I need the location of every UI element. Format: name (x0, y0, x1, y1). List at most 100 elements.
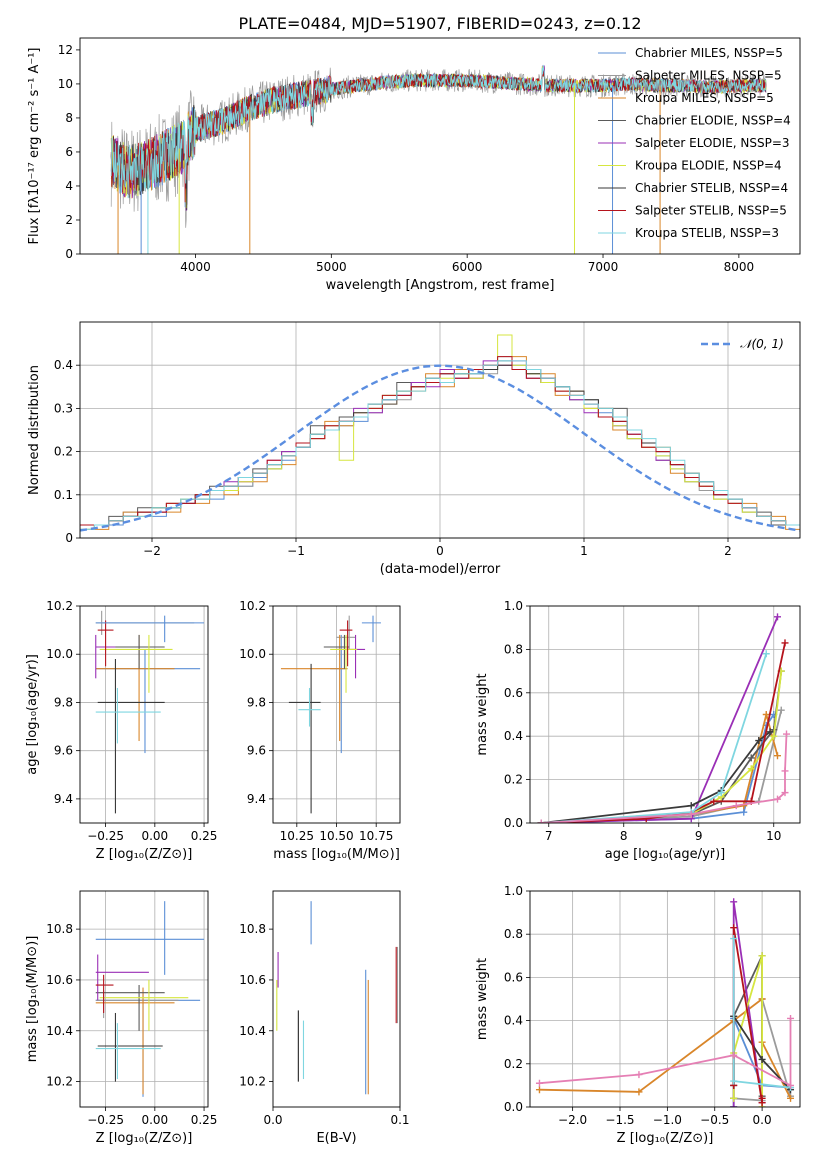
plot-frame (272, 605, 401, 824)
legend-label: Chabrier ELODIE, NSSP=4 (635, 114, 791, 128)
weight-vs-z-panel: −2.0 −1.5 −1.0 −0.5 0.0 0.0 0.2 0.4 0.6 0.8 1.0 Z [… (475, 884, 801, 1146)
legend-label: Chabrier STELIB, NSSP=4 (635, 181, 788, 195)
spectrum-series-line (110, 70, 767, 203)
legend-label: Kroupa MILES, NSSP=5 (635, 91, 774, 105)
spectrum-legend: Chabrier MILES, NSSP=5 Salpeter MILES, NS… (598, 46, 791, 240)
weight-point-marker (747, 754, 755, 762)
x-axis-label: E(B-V) (316, 1131, 356, 1146)
weight-point-marker (787, 1081, 795, 1089)
weight-point-marker (732, 802, 740, 810)
y-tick-label: 9.6 (247, 744, 266, 758)
legend-label: 𝒩(0, 1) (740, 337, 784, 351)
y-tick-label: 0 (65, 531, 73, 545)
x-tick-label: 0.0 (753, 1113, 772, 1127)
x-tick-label: −1.0 (653, 1113, 682, 1127)
x-tick-label: 0 (436, 544, 444, 558)
y-tick-label: 2 (65, 213, 73, 227)
plot-frame (79, 890, 209, 1108)
x-tick-label: −0.25 (87, 1113, 124, 1127)
weight-point-marker (774, 613, 781, 621)
y-tick-label: 0.2 (504, 773, 523, 787)
x-axis-label: wavelength [Angstrom, rest frame] (326, 278, 555, 293)
plot-frame (529, 890, 801, 1108)
x-tick-label: 2 (724, 544, 732, 558)
weight-series-line (541, 642, 786, 823)
weight-point-marker (781, 767, 789, 775)
plots-layer: 4000 5000 6000 7000 8000024681012wavelength … (25, 37, 801, 1146)
y-tick-label: 0.4 (54, 358, 73, 372)
weight-point-marker (710, 797, 718, 805)
age-vs-z-panel: −0.25 0.00 0.25 9.4 9.6 9.8 10.0 10.2 Z [log₁₀(Z… (25, 599, 217, 862)
weight-point-marker (781, 789, 789, 797)
x-tick-label: 9 (695, 829, 703, 843)
x-tick-label: 10 (766, 829, 781, 843)
y-axis-label: Flux [fλ10⁻¹⁷ erg cm⁻² s⁻¹ A⁻¹] (27, 48, 42, 245)
y-tick-label: 10 (58, 77, 73, 91)
mass-vs-z-panel: −0.25 0.00 0.25 10.2 10.4 10.6 10.8 Z [log₁₀(Z/… (25, 890, 218, 1146)
y-tick-label: 10.8 (239, 922, 266, 936)
errorbars (276, 901, 399, 1095)
y-tick-label: 10.4 (46, 1024, 73, 1038)
x-tick-label: 0.25 (191, 829, 218, 843)
weight-point-marker (747, 765, 755, 773)
weight-series-line (539, 1018, 792, 1087)
x-tick-label: 0.0 (263, 1113, 282, 1127)
weight-point-marker (777, 706, 785, 714)
weight-point-marker (730, 1051, 738, 1059)
y-tick-label: 0.4 (504, 729, 523, 743)
weight-lines (535, 898, 795, 1107)
x-axis-label: mass [log₁₀(M/M⊙)] (273, 847, 400, 862)
weight-vs-age-panel: 7 8 9 10 0.0 0.2 0.4 0.6 0.8 1.0 age [log₁₀(age/yr… (475, 599, 801, 862)
y-tick-label: 9.6 (54, 744, 73, 758)
weight-point-marker (635, 1088, 643, 1096)
x-axis-label: age [log₁₀(age/yr)] (605, 847, 726, 862)
plot-frame (79, 321, 801, 539)
y-tick-label: 10.2 (239, 599, 266, 613)
weight-point-marker (730, 1103, 738, 1107)
x-axis-label: Z [log₁₀(Z/Z⊙)] (617, 1131, 714, 1146)
mass-vs-ebv-panel: 0.0 0.1 10.2 10.4 10.6 10.8 E(B-V) (239, 890, 410, 1146)
weight-point-marker (537, 819, 545, 823)
y-axis-label: mass weight (475, 673, 490, 755)
y-tick-label: 10.8 (46, 922, 73, 936)
y-axis-label: mass [log₁₀(M/M⊙)] (25, 936, 40, 1063)
weight-point-marker (730, 1094, 738, 1102)
x-tick-label: 0.25 (191, 1113, 218, 1127)
y-tick-label: 9.4 (54, 792, 73, 806)
legend-label: Salpeter ELODIE, NSSP=3 (635, 136, 790, 150)
age-vs-mass-panel: 10.25 10.50 10.75 9.4 9.6 9.8 10.0 10.2 mass [lo… (239, 599, 401, 862)
x-tick-label: 8000 (724, 260, 755, 274)
y-tick-label: 10.0 (46, 647, 73, 661)
y-tick-label: 0.1 (54, 488, 73, 502)
y-tick-label: 0.6 (504, 970, 523, 984)
weight-point-marker (770, 732, 778, 740)
weight-point-marker (717, 789, 725, 797)
y-axis-label: Normed distribution (27, 365, 42, 495)
plot-frame (272, 890, 401, 1108)
x-tick-label: −1 (287, 544, 305, 558)
weight-point-marker (762, 711, 770, 718)
weight-point-marker (781, 639, 789, 647)
y-tick-label: 6 (65, 145, 73, 159)
legend-label: Chabrier MILES, NSSP=5 (635, 46, 783, 60)
y-tick-label: 0.4 (504, 1014, 523, 1028)
x-tick-label: 7 (545, 829, 553, 843)
weight-point-marker (774, 752, 781, 760)
y-tick-label: 9.8 (247, 695, 266, 709)
x-tick-label: 4000 (180, 260, 211, 274)
weight-point-marker (787, 1094, 795, 1102)
x-tick-label: 0.1 (390, 1113, 409, 1127)
x-tick-label: −2.0 (558, 1113, 587, 1127)
legend-label: Salpeter STELIB, NSSP=5 (635, 204, 787, 218)
weight-point-marker (687, 802, 695, 810)
y-tick-label: 9.8 (54, 695, 73, 709)
weight-point-marker (730, 1077, 738, 1085)
weight-point-marker (762, 650, 770, 658)
histogram-series-step (80, 360, 800, 538)
weight-series-line (541, 653, 768, 823)
x-tick-label: 5000 (316, 260, 347, 274)
y-tick-label: 10.2 (46, 599, 73, 613)
weight-point-marker (774, 795, 781, 803)
y-tick-label: 0.6 (504, 686, 523, 700)
y-tick-label: 0.8 (504, 642, 523, 656)
